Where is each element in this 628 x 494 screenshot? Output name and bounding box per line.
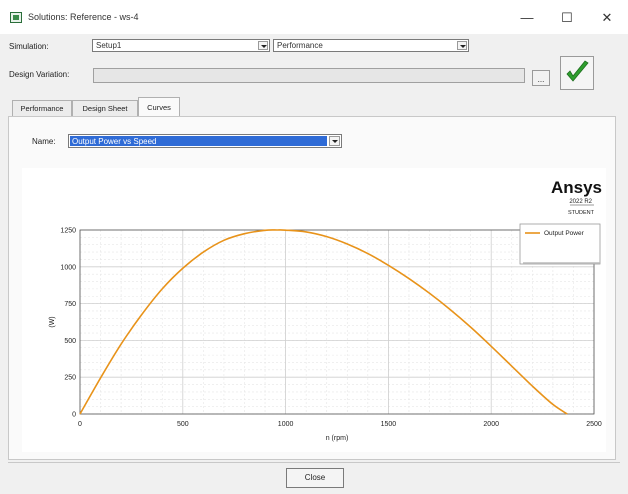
window-title: Solutions: Reference - ws-4: [28, 12, 139, 22]
y-axis-label: (W): [49, 316, 56, 327]
x-tick-label: 500: [177, 421, 189, 428]
minimize-button[interactable]: —: [520, 10, 534, 25]
setup-dropdown-value: Setup1: [96, 41, 122, 50]
tab-design-sheet[interactable]: Design Sheet: [72, 100, 138, 116]
ansys-logo: Ansys: [551, 178, 602, 197]
app-icon: [10, 12, 22, 23]
report-dropdown-value: Performance: [277, 41, 323, 50]
tab-performance[interactable]: Performance: [12, 100, 72, 116]
setup-dropdown[interactable]: Setup1: [92, 39, 270, 52]
close-button[interactable]: Close: [286, 468, 344, 488]
design-variation-label: Design Variation:: [9, 70, 70, 79]
title-bar: [0, 0, 628, 34]
maximize-button[interactable]: ☐: [561, 10, 573, 25]
x-tick-label: 2000: [483, 421, 499, 428]
y-tick-label: 750: [64, 301, 76, 308]
curve-name-dropdown[interactable]: Output Power vs Speed: [68, 134, 342, 148]
simulation-label: Simulation:: [9, 42, 49, 51]
design-variation-field[interactable]: [93, 68, 525, 83]
tab-curves[interactable]: Curves: [138, 97, 180, 117]
curve-name-value: Output Power vs Speed: [72, 137, 157, 146]
legend-entry-output-power: Output Power: [544, 230, 585, 237]
legend: Output Power: [519, 223, 601, 265]
y-tick-label: 1000: [60, 264, 76, 271]
plot-border: [79, 229, 595, 415]
chevron-down-icon[interactable]: [258, 41, 268, 50]
x-tick-label: 1000: [278, 421, 294, 428]
curve-name-label: Name:: [32, 137, 56, 146]
x-tick-label: 2500: [586, 421, 602, 428]
footer-divider: [8, 462, 620, 463]
chevron-down-icon[interactable]: [457, 41, 467, 50]
browse-variation-button[interactable]: ...: [532, 70, 550, 86]
apply-check-button[interactable]: [560, 56, 594, 90]
y-tick-label: 0: [72, 412, 76, 419]
checkmark-icon: [566, 60, 589, 82]
series-output-power-line: [79, 229, 568, 415]
report-dropdown[interactable]: Performance: [273, 39, 469, 52]
version-label: 2022 R2: [569, 199, 592, 205]
plot-area: 0 500 1000 1500 2000 2500 0 250 500 750 1000 1250 n…: [22, 168, 606, 452]
x-tick-label: 0: [78, 421, 82, 428]
output-power-chart: 0 500 1000 1500 2000 2500 0 250 500 750 1000 1250 n…: [49, 178, 602, 442]
x-axis-label: n (rpm): [326, 435, 349, 442]
x-tick-label: 1500: [381, 421, 397, 428]
y-tick-label: 500: [64, 338, 76, 345]
curve-name-selection: Output Power vs Speed: [70, 136, 327, 146]
edition-label: STUDENT: [568, 210, 595, 216]
y-tick-label: 1250: [60, 228, 76, 235]
y-tick-label: 250: [64, 375, 76, 382]
chevron-down-icon[interactable]: [329, 136, 340, 146]
close-window-button[interactable]: ✕: [601, 10, 613, 25]
